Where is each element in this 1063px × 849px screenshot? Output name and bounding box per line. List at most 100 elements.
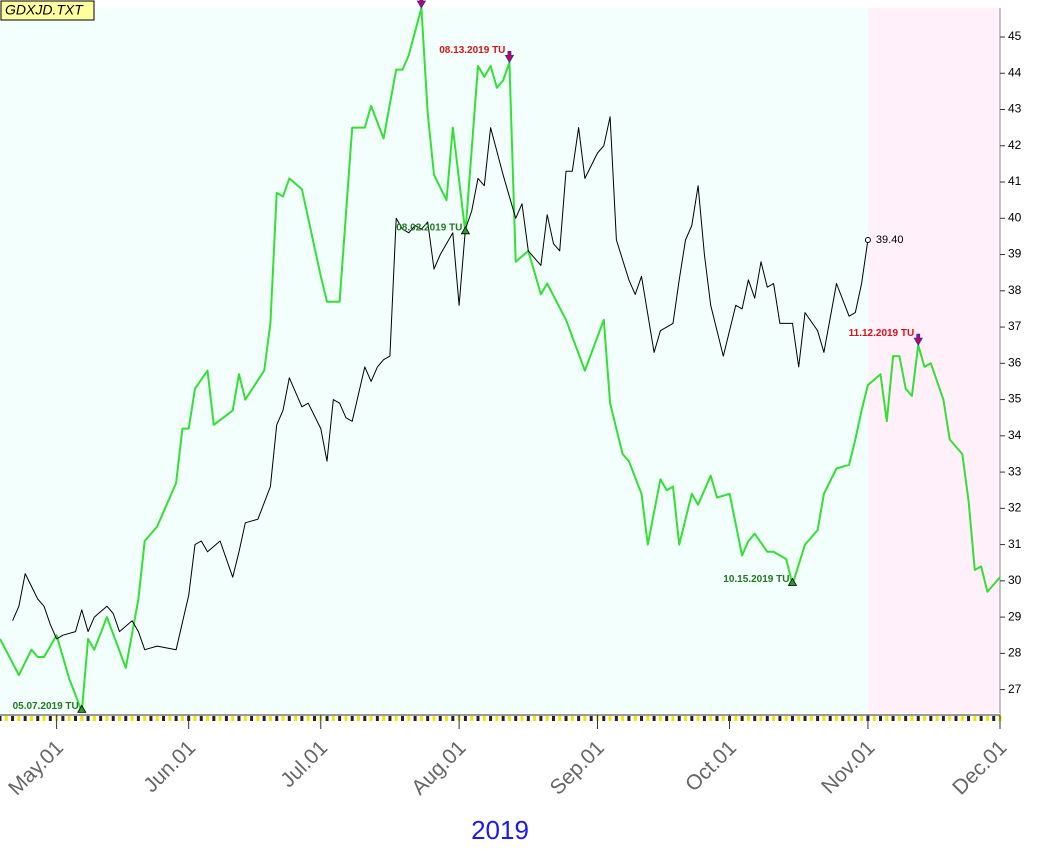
ruler-cell [853,716,857,721]
ruler-cell [551,716,555,721]
ruler-cell [413,716,417,721]
ruler-cell [281,716,285,721]
ruler-cell [36,716,40,721]
ruler-cell [778,716,782,721]
y-tick-label: 41 [1008,174,1022,188]
ruler-cell [331,716,335,721]
end-point [864,237,871,244]
ruler-cell [174,716,178,721]
y-tick-label: 30 [1008,573,1022,587]
ruler-cell [401,716,405,721]
ruler-cell [48,716,52,721]
chart-title: GDXJD.TXT [5,2,84,18]
ruler-cell [702,716,706,721]
ruler-cell [872,716,876,721]
ruler-cell [979,716,983,721]
ruler-cell [671,716,675,721]
ruler-cell [652,716,656,721]
x-tick-label: May.01 [4,736,68,800]
ruler-cell [891,716,895,721]
ruler-cell [375,716,379,721]
ruler-cell [17,716,21,721]
ruler-cell [445,716,449,721]
end-label: 39.40 [876,234,904,246]
ruler-cell [520,716,524,721]
ruler-cell [199,716,203,721]
ruler-cell [105,716,109,721]
ruler-cell [143,716,147,721]
x-tick-label: Jun.01 [139,736,200,797]
annotation-label: 07.23.2019 TU [351,0,417,2]
y-tick-label: 36 [1008,355,1022,369]
ruler-cell [816,716,820,721]
ruler-cell [608,716,612,721]
ruler-cell [212,716,216,721]
annotation-marker [460,225,471,235]
ruler-cell [149,716,153,721]
ruler-cell [545,716,549,721]
ruler-cell [275,716,279,721]
ruler-cell [130,716,134,721]
x-tick-label: Sep.01 [546,736,609,799]
ruler-cell [92,716,96,721]
y-tick-label: 34 [1008,428,1022,442]
ruler-cell [206,716,210,721]
annotation-label: 05.07.2019 TU [13,701,79,712]
ruler-cell [470,716,474,721]
ruler-cell [828,716,832,721]
ruler-cell [407,716,411,721]
ruler-cell [709,716,713,721]
ruler-cell [287,716,291,721]
ruler-cell [533,716,537,721]
ruler-cell [306,716,310,721]
ruler-cell [916,716,920,721]
ruler-cell [426,716,430,721]
ruler-cell [42,716,46,721]
ruler-cell [61,716,65,721]
y-tick-label: 40 [1008,210,1022,224]
shaded-region [0,8,868,715]
ruler-cell [136,716,140,721]
ruler-cell [325,716,329,721]
annotation-marker [416,0,427,9]
ruler-cell [338,716,342,721]
annotation-marker [504,50,515,64]
ruler-cell [960,716,964,721]
y-tick-label: 29 [1008,609,1022,623]
ruler-cell [690,716,694,721]
ruler-cell [394,716,398,721]
ruler-cell [294,716,298,721]
ruler-cell [124,716,128,721]
ruler-cell [438,716,442,721]
series-line [12,116,869,651]
ruler-cell [621,716,625,721]
ruler-cell [633,716,637,721]
annotation-marker [787,577,798,586]
ruler-cell [86,716,90,721]
ruler-cell [935,716,939,721]
ruler-cell [627,716,631,721]
ruler-cell [904,716,908,721]
ruler-cell [923,716,927,721]
y-tick-label: 31 [1008,537,1022,551]
y-tick-label: 35 [1008,392,1022,406]
ruler-cell [665,716,669,721]
ruler-cell [746,716,750,721]
ruler-cell [262,716,266,721]
x-tick-label: Nov.01 [817,736,879,798]
annotation-marker [77,704,87,713]
ruler-cell [677,716,681,721]
shaded-region [867,8,1000,715]
ruler-cell [432,716,436,721]
ruler-cell [111,716,115,721]
ruler-cell [860,716,864,721]
ruler-cell [765,716,769,721]
ruler-cell [11,716,15,721]
ruler-cell [929,716,933,721]
y-tick-label: 27 [1008,682,1022,696]
ruler-cell [476,716,480,721]
ruler-cell [753,716,757,721]
ruler-cell [715,716,719,721]
ruler-cell [583,716,587,721]
ruler-cell [985,716,989,721]
